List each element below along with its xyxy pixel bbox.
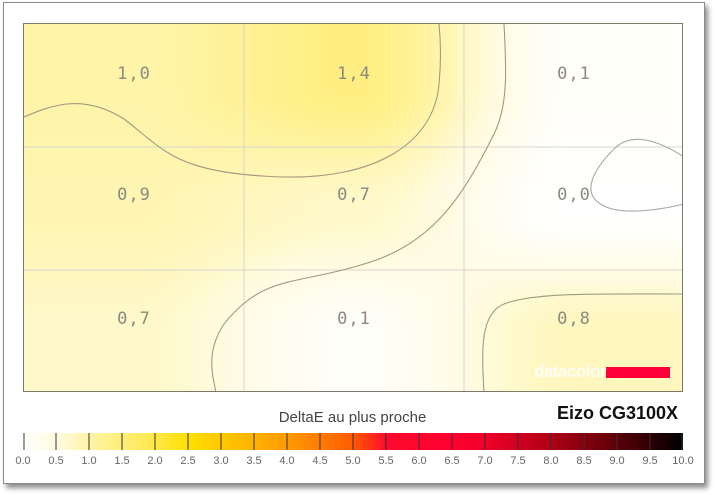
colorbar-tick-label: 0.0 <box>15 455 31 467</box>
grid-and-contours <box>24 24 682 391</box>
cell-value: 0,9 <box>117 185 151 205</box>
cell-value: 1,0 <box>117 64 151 84</box>
colorbar-tick-label: 8.5 <box>576 455 592 467</box>
colorbar-tick-label: 4.0 <box>279 455 295 467</box>
contour-line <box>590 138 682 212</box>
cell-value: 1,4 <box>337 64 371 84</box>
colorbar-tick-label: 7.5 <box>510 455 526 467</box>
colorbar-tick-label: 10.0 <box>672 455 694 467</box>
colorbar-tick-label: 0.5 <box>48 455 64 467</box>
heatmap-fill <box>24 24 682 391</box>
colorbar-tick-label: 3.5 <box>246 455 262 467</box>
cell-value: 0,7 <box>117 309 151 329</box>
logo-text: datacolor <box>533 362 607 381</box>
cell-value: 0,0 <box>557 185 591 205</box>
contour-line <box>482 293 682 391</box>
contour-line <box>24 24 442 178</box>
colorbar-tick-label: 7.0 <box>477 455 493 467</box>
colorbar-tick-label: 6.5 <box>444 455 460 467</box>
colorbar-tick-label: 2.5 <box>180 455 196 467</box>
device-name: Eizo CG3100X <box>556 403 678 423</box>
colorbar-tick-label: 5.5 <box>378 455 394 467</box>
cell-value: 0,7 <box>337 185 371 205</box>
cell-value: 0,8 <box>557 309 591 329</box>
colorbar-tick-label: 9.0 <box>609 455 625 467</box>
colorbar-title: DeltaE au plus proche <box>278 409 427 426</box>
colorbar-tick-label: 8.0 <box>543 455 559 467</box>
cell-value: 0,1 <box>557 64 591 84</box>
cell-value: 0,1 <box>337 309 371 329</box>
colorbar-tick-label: 4.5 <box>312 455 328 467</box>
colorbar-tick-label: 5.0 <box>345 455 361 467</box>
colorbar-tick-label: 2.0 <box>147 455 163 467</box>
contour-line <box>211 24 507 391</box>
colorbar-tick-label: 6.0 <box>411 455 427 467</box>
colorbar-tick-label: 1.0 <box>81 455 97 467</box>
colorbar-tick-label: 1.5 <box>114 455 130 467</box>
datacolor-logo: datacolor <box>534 362 670 382</box>
grid-lines <box>24 24 682 391</box>
colorbar <box>23 433 683 450</box>
logo-bar <box>606 366 670 378</box>
colorbar-tick-label: 3.0 <box>213 455 229 467</box>
colorbar-tick-label: 9.5 <box>642 455 658 467</box>
uniformity-heatmap: 1,0 1,4 0,1 0,9 0,7 0,0 0,7 0,1 0,8 data… <box>23 23 683 392</box>
